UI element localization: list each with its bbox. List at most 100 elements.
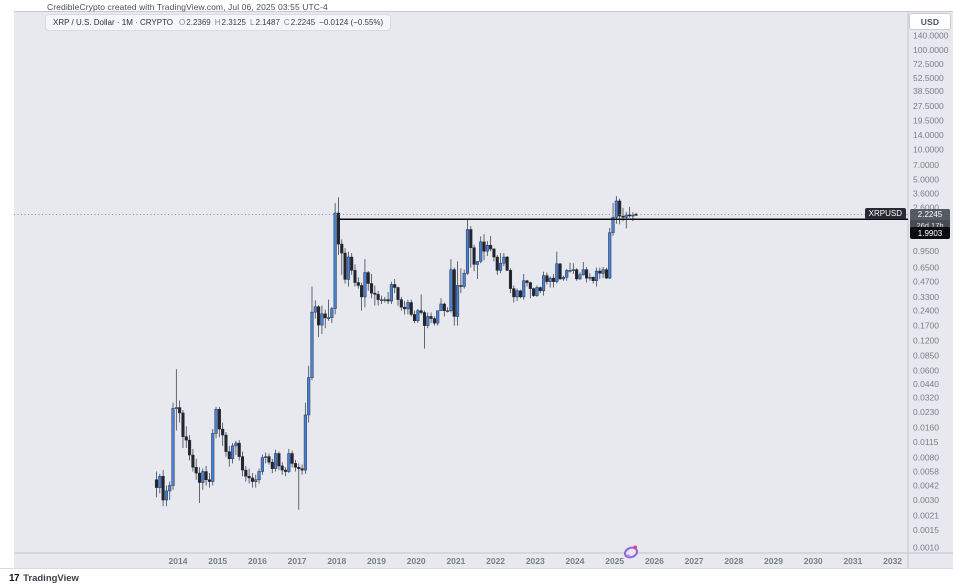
candle-body [588,277,592,279]
candle-body [555,263,559,282]
price-tick-label: 0.1200 [913,336,939,346]
candle-body [227,451,231,459]
candle-body [188,439,192,456]
candle-body [353,270,357,283]
price-tick-label: 38.5000 [913,86,944,96]
candle-body [366,272,370,284]
candle-body [274,453,278,469]
year-tick-label: 2016 [248,556,267,566]
price-tick-label: 0.0030 [913,495,939,505]
price-tick-label: 0.3300 [913,292,939,302]
price-tick-label: 100.0000 [913,45,949,55]
candle-body [300,468,304,471]
high-value: 2.3125 [221,18,246,27]
currency-toggle-button[interactable]: USD [909,13,951,30]
open-label: O [179,18,186,27]
candle-body [168,485,172,492]
candle-body [386,299,390,302]
candle-body [608,232,612,279]
candle-body [174,407,178,409]
tradingview-logo-icon[interactable]: 17 [9,572,20,584]
year-tick-label: 2014 [169,556,188,566]
price-tick-label: 19.5000 [913,116,944,126]
candle-body [234,442,238,447]
candle-body [604,269,608,279]
price-tick-label: 0.9500 [913,246,939,256]
candle-body [469,229,473,248]
candle-body [221,428,225,436]
candle-body [462,273,466,287]
candle-body [561,277,565,280]
year-tick-label: 2020 [407,556,426,566]
candle-body [522,280,526,298]
candle-body [542,275,546,292]
candle-body [307,377,311,416]
candle-body [197,472,202,483]
candle-body [164,490,168,501]
sticker-icon[interactable] [623,544,639,560]
candle-body [538,287,542,292]
candle-body [449,269,453,311]
open-value: 2.2369 [186,18,211,27]
candle-body [628,214,632,217]
tradingview-brand-text[interactable]: TradingView [23,572,79,584]
candle-body [512,288,516,298]
candle-body [283,469,288,472]
low-value: 2.1487 [255,18,280,27]
ray-price-badge[interactable]: 1.9903 [910,227,950,240]
price-tick-label: 14.0000 [913,130,944,140]
candle-body [303,414,307,471]
candle-body [376,294,380,300]
candle-body [515,290,519,298]
candle-body [492,248,496,258]
candle-body [485,245,489,252]
candle-body [326,317,331,319]
candle-body [333,212,337,309]
bar-countdown: 26d 17h [910,220,950,232]
price-tick-label: 0.6500 [913,263,939,273]
candle-body [323,313,327,319]
year-tick-label: 2018 [327,556,346,566]
price-tick-label: 0.0230 [913,407,939,417]
symbol-info-bar[interactable]: XRP / U.S. Dollar · 1M · CRYPTO O 2.2369… [45,14,392,31]
candle-body [360,285,364,298]
symbol-name-badge: XRPUSD [864,208,906,220]
candle-body [432,318,436,324]
candle-body [330,308,334,318]
candle-body [250,477,254,482]
candle-body [621,215,625,218]
price-tick-label: 0.0115 [913,437,939,447]
price-tick-label: 0.0320 [913,393,939,403]
candle-body [247,476,251,479]
candle-body [240,456,245,471]
price-tick-label: 2.6000 [913,203,939,213]
price-tick-label: 0.0440 [913,379,939,389]
candle-body [267,456,271,463]
candle-body [224,434,228,452]
year-tick-label: 2025 [605,556,624,566]
candle-body [191,454,195,468]
candle-body [161,476,165,501]
price-tick-label: 140.0000 [913,30,949,40]
candle-body [154,479,159,488]
candle-body [631,214,635,217]
candle-body [412,314,417,322]
candle-body [317,306,321,326]
attribution-link[interactable]: CredibleCrypto created with TradingView.… [47,2,328,12]
price-tick-label: 0.0850 [913,351,939,361]
candle-body [350,256,354,271]
candle-body [254,479,258,482]
price-tick-label: 0.0058 [913,467,939,477]
candle-body [585,269,589,279]
candle-body [452,269,456,317]
candle-body [290,453,294,464]
candle-body [594,270,599,281]
candle-body [551,277,556,282]
candle-body [340,243,344,254]
candle-body [214,409,218,434]
price-tick-label: 3.6000 [913,189,939,199]
price-tick-label: 0.0160 [913,423,939,433]
year-tick-label: 2017 [288,556,307,566]
price-tick-label: 0.0015 [913,525,939,535]
